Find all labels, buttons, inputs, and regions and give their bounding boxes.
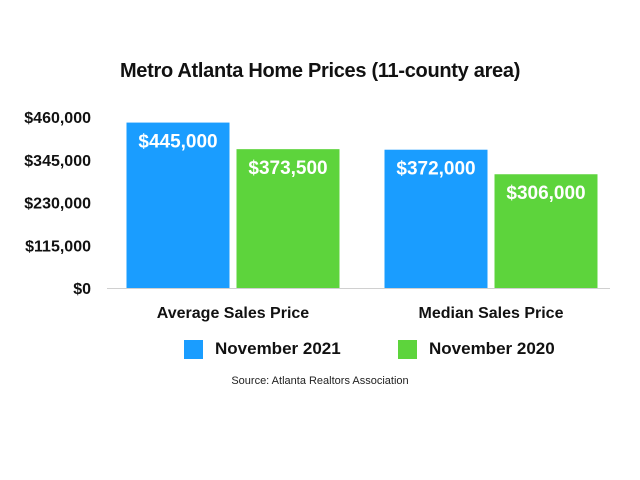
data-label: $445,000: [138, 132, 217, 153]
chart-legend: November 2021 November 2020: [0, 338, 640, 360]
legend-swatch-series-2: [398, 339, 417, 359]
bar: [236, 149, 340, 288]
legend-item-series-1: November 2021: [184, 338, 341, 360]
x-tick-label: Median Sales Price: [419, 305, 564, 322]
bar: [384, 149, 488, 288]
bar: [494, 174, 598, 288]
x-tick-label: Average Sales Price: [157, 305, 310, 322]
legend-item-series-2: November 2020: [398, 338, 555, 360]
legend-label-series-2: November 2020: [429, 339, 555, 358]
chart-title: Metro Atlanta Home Prices (11-county are…: [119, 60, 521, 82]
y-tick-label: $0: [73, 281, 91, 298]
bar: [126, 122, 230, 289]
data-label: $373,500: [248, 158, 327, 179]
legend-swatch-series-1: [184, 339, 203, 359]
data-label: $306,000: [506, 183, 585, 204]
y-tick-label: $345,000: [24, 153, 91, 170]
legend-label-series-1: November 2021: [215, 339, 341, 358]
data-label: $372,000: [396, 159, 475, 180]
y-tick-label: $230,000: [24, 196, 91, 213]
source-note: Source: Atlanta Realtors Association: [231, 375, 409, 387]
y-tick-label: $115,000: [25, 238, 91, 255]
y-tick-label: $460,000: [24, 110, 91, 127]
